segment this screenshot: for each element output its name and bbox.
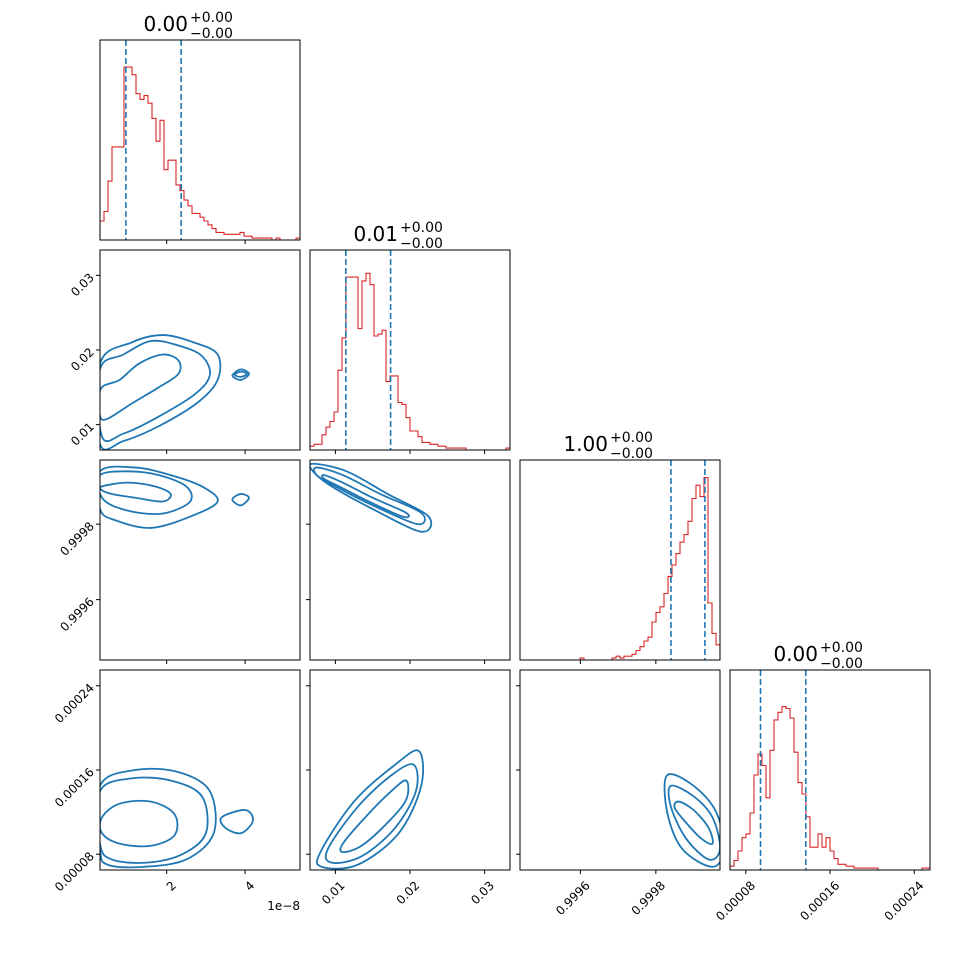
contour-panel-1-0 [99,249,301,451]
title-plus: +0.00 [610,430,653,446]
x-tick-label: 0.00008 [713,878,758,923]
x-tick-label: 0.01 [319,878,348,907]
contour-frame [99,459,301,661]
contour-frame [309,669,511,871]
contour-line-1 [100,339,211,443]
title-value: 0.00 [143,12,188,36]
contour-line-0 [321,474,410,519]
contour-line-4 [233,370,248,378]
y-tick-label: 0.03 [68,270,97,299]
x-tick-label: 2 [164,878,179,893]
hist-panel-1: 0.01 +0.00−0.00 [309,220,511,451]
x-tick-label: 0.02 [394,878,423,907]
contour-line-2 [315,749,425,870]
contour-line-1 [100,776,209,864]
contour-panel-3-2 [519,669,721,871]
contour-frame [309,459,511,661]
x-tick-label: 4 [242,878,257,893]
histogram-step-2 [520,477,720,660]
contour-line-1 [100,470,193,515]
contour-line-2 [100,767,217,869]
contour-frame [519,669,721,871]
hist-frame-0 [99,39,301,241]
contour-line-3 [231,493,250,507]
title-minus: −0.00 [610,446,653,462]
hist-title-1: 0.01 +0.00−0.00 [353,220,442,252]
contour-line-0 [100,481,172,503]
contour-line-2 [100,465,219,529]
title-value: 0.01 [353,222,398,246]
x-tick-label: 0.9996 [553,878,593,918]
x-tick-label: 0.9998 [629,878,669,918]
hist-panel-2: 1.00 +0.00−0.00 [519,430,721,661]
hist-panel-3: 0.00 +0.00−0.00 [729,640,931,871]
y-tick-label: 0.00008 [52,849,97,894]
title-minus: −0.00 [400,236,443,252]
contour-line-1 [667,784,720,861]
axis-ticks-3-3: 0.00008 0.00016 0.00024 [713,870,927,923]
contour-line-0 [100,353,182,421]
title-plus: +0.00 [820,640,863,656]
axis-ticks-2-0: 0.9996 0.9998 [57,519,246,664]
axis-ticks-3-2: 0.9996 0.9998 [516,685,669,918]
title-plus: +0.00 [400,220,443,236]
axis-ticks-2-2 [579,660,657,664]
title-minus: −0.00 [190,26,233,42]
histogram-step-1 [310,272,510,450]
x-tick-label: 0.00016 [797,878,842,923]
axis-ticks-2-1 [306,523,486,664]
contour-panel-3-1 [309,669,511,871]
hist-title-3: 0.00 +0.00−0.00 [773,640,862,672]
axis-offset-text: 1e−8 [267,899,300,913]
axis-ticks-1-1 [334,450,486,454]
histogram-step-0 [100,66,300,240]
contour-line-2 [310,462,433,533]
x-tick-label: 0.00024 [882,878,927,923]
y-tick-label: 0.9996 [57,595,97,635]
title-plus: +0.00 [190,10,233,26]
axis-ticks-0-0 [166,240,246,244]
hist-title-2: 1.00 +0.00−0.00 [563,430,652,462]
hist-frame-2 [519,459,721,661]
contour-line-2 [100,334,222,450]
y-tick-label: 0.02 [68,345,97,374]
x-tick-label: 0.03 [468,878,497,907]
contour-line-0 [100,799,179,848]
contour-line-3 [231,368,250,381]
contour-panel-2-1 [309,459,511,661]
y-tick-label: 0.01 [68,420,97,449]
y-tick-label: 0.00016 [52,765,97,810]
hist-title-0: 0.00 +0.00−0.00 [143,10,232,42]
contour-line-0 [673,800,714,846]
contour-panel-2-0 [99,459,301,661]
histogram-step-3 [730,706,930,870]
axis-ticks-3-1: 0.01 0.02 0.03 [306,685,497,907]
y-tick-label: 0.00024 [52,681,97,726]
contour-line-1 [324,763,419,864]
title-value: 0.00 [773,642,818,666]
title-minus: −0.00 [820,656,863,672]
contour-line-3 [219,809,254,835]
hist-panel-0: 0.00 +0.00−0.00 [99,10,301,241]
contour-line-0 [339,779,410,854]
contour-panel-3-0 [99,669,301,871]
y-tick-label: 0.9998 [57,519,97,559]
contour-line-2 [663,773,720,868]
title-value: 1.00 [563,432,608,456]
